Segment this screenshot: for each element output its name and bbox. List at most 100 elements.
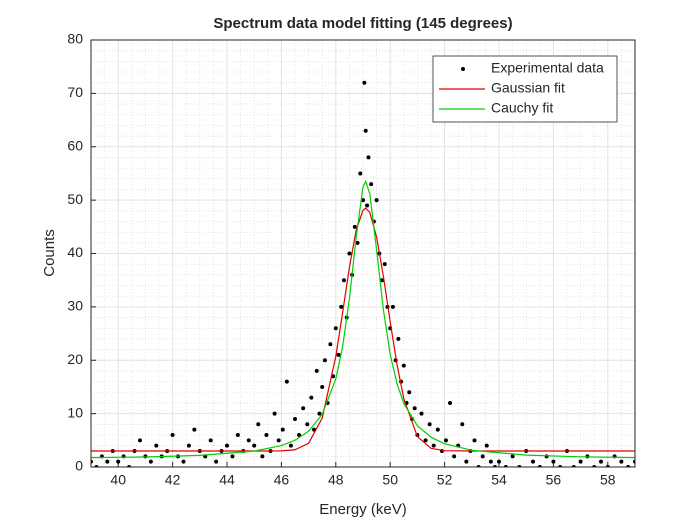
x-tick-label: 54 [491,472,507,488]
data-point [363,128,368,133]
data-point [423,438,428,443]
data-point [256,422,261,427]
data-point [272,411,277,416]
data-point [435,427,440,432]
data-point [225,443,229,448]
data-point [382,262,387,267]
x-tick-label: 44 [219,472,235,488]
x-tick-label: 42 [165,472,181,488]
x-tick-label: 48 [328,472,344,488]
axes-frame [90,39,636,468]
x-tick-label: 40 [110,472,126,488]
data-point [246,438,251,443]
data-point [361,198,365,203]
data-point [419,411,424,416]
data-point [297,432,302,437]
data-point [154,443,159,448]
data-point [452,454,457,459]
data-point [443,438,448,443]
data-point [284,379,289,384]
data-point [551,459,556,464]
data-point [320,384,325,389]
data-point [336,352,341,357]
data-point [347,251,352,256]
data-point [412,406,417,411]
fit-line [91,207,635,452]
data-point [369,182,374,187]
fit-line [91,179,635,459]
data-point [235,432,240,437]
data-point [355,240,360,245]
data-point [317,411,322,416]
data-point [497,459,501,464]
x-tick-label: 56 [546,472,562,488]
data-point [276,438,281,443]
y-tick-label: 0 [75,458,83,474]
data-point [252,443,257,448]
data-point [341,278,346,283]
y-tick-label: 30 [67,298,83,314]
data-point [578,459,583,464]
x-tick-label: 46 [274,472,290,488]
data-point [390,304,395,309]
x-tick-label: 50 [382,472,398,488]
y-tick-label: 50 [67,191,83,207]
data-point [488,459,493,464]
y-tick-label: 10 [67,404,83,420]
data-point [137,438,142,443]
data-point [396,336,401,341]
data-point [301,406,306,411]
data-point [352,224,357,229]
data-point [280,427,285,432]
data-point [288,443,293,448]
data-point [214,459,219,464]
chart-title: Spectrum data model fitting (145 degrees… [213,15,512,32]
data-point [510,454,515,459]
data-point [170,432,175,437]
data-point [230,454,235,459]
data-point [365,203,370,208]
data-point [431,443,436,448]
x-tick-label: 58 [600,472,616,488]
y-tick-label: 70 [67,84,83,100]
legend-marker [461,67,465,71]
y-tick-label: 20 [67,351,83,367]
data-point [328,342,333,347]
data-point [314,368,319,373]
data-point [460,422,465,427]
data-point [339,304,344,309]
legend-label: Cauchy fit [491,100,553,116]
data-point [181,459,186,464]
data-point [186,443,191,448]
data-point [480,454,485,459]
data-point [305,422,310,427]
y-tick-label: 40 [67,244,83,260]
x-tick-label: 52 [437,472,453,488]
data-point [208,438,213,443]
data-point [260,454,265,459]
data-point [362,80,367,85]
data-point [464,459,469,464]
data-point [309,395,314,400]
y-axis-label: Counts [41,229,58,277]
legend-label: Gaussian fit [491,80,565,96]
data-point [599,459,603,464]
data-point [380,278,385,283]
data-point [192,427,197,432]
x-axis-label: Energy (keV) [319,501,407,518]
data-point [116,459,121,464]
data-point [484,443,489,448]
data-point [358,171,363,176]
y-tick-label: 80 [67,31,83,47]
data-point [105,459,110,464]
data-point [531,459,535,464]
data-point [293,416,297,421]
data-point [472,438,477,443]
data-point [407,390,412,395]
data-point [148,459,153,464]
data-point [374,198,379,203]
data-point [401,363,406,368]
legend-label: Experimental data [491,60,604,76]
data-point [427,422,432,427]
